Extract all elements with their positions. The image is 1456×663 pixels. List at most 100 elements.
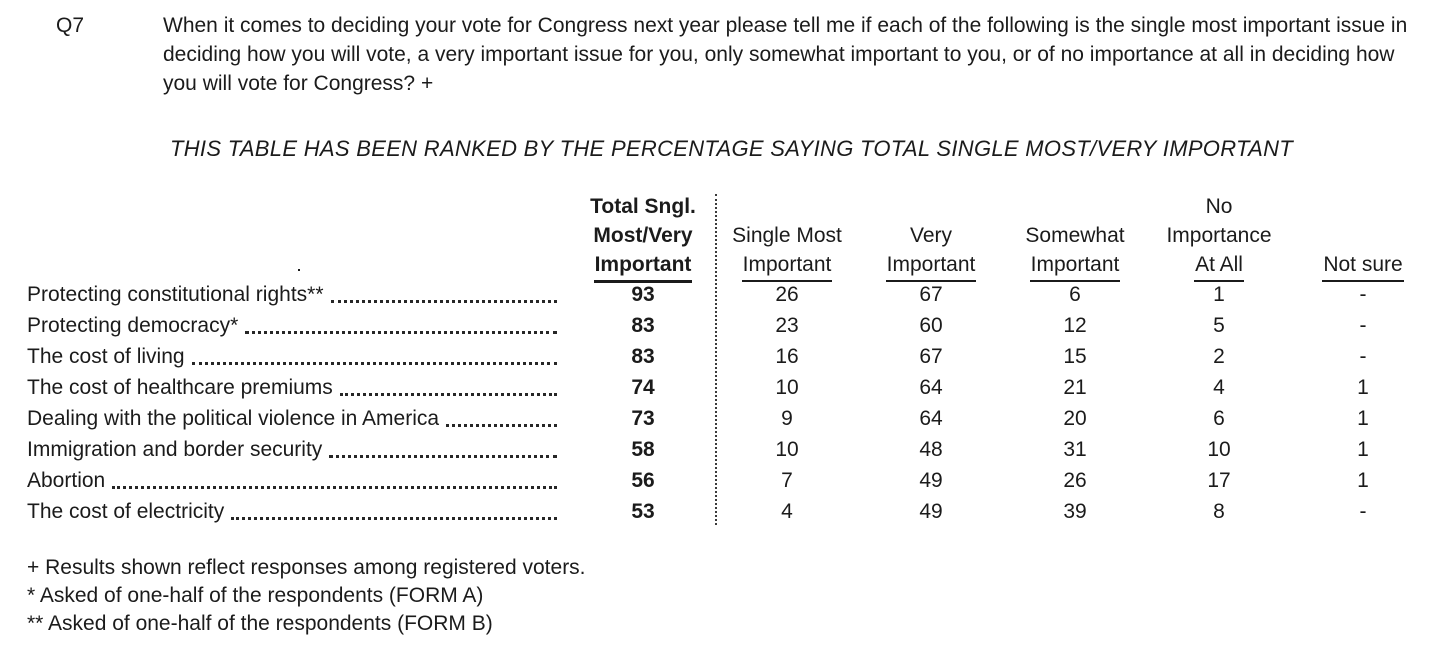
cell-somewhat-important: 15 (1063, 345, 1087, 368)
cell-total-single-most-very-important: 53 (631, 500, 655, 523)
cell-no-importance-at-all: 1 (1213, 283, 1225, 306)
column-header-line-bottom (27, 250, 571, 279)
cell-very-important: 67 (919, 283, 943, 306)
cell-single-most-important: 9 (781, 407, 793, 430)
column-header-underlined-label: At All (1194, 250, 1244, 282)
column-header-underlined-label: Important (1029, 250, 1121, 282)
row-label: Dealing with the political violence in A… (27, 407, 440, 430)
cell-single-most-important: 23 (775, 314, 799, 337)
cell-somewhat-important: 21 (1063, 376, 1087, 399)
cell-single-most-important: 26 (775, 283, 799, 306)
row-label: The cost of healthcare premiums (27, 376, 333, 399)
cell-not-sure: 1 (1357, 407, 1369, 430)
cell-single-most-important: 10 (775, 438, 799, 461)
table-row: The cost of electricity 53 4 49 39 8 - (27, 496, 1436, 527)
column-header: Somewhat Important (1003, 192, 1147, 282)
cell-single-most-important: 16 (775, 345, 799, 368)
row-label-cell: The cost of healthcare premiums (27, 372, 571, 403)
table-row: Abortion 56 7 49 26 17 1 (27, 465, 1436, 496)
cell-not-sure: - (1359, 500, 1367, 523)
footnote-line: * Asked of one-half of the respondents (… (27, 584, 484, 607)
column-header-line-bottom: Important (859, 250, 1003, 282)
cell-not-sure: - (1359, 283, 1367, 306)
row-label: Protecting constitutional rights** (27, 283, 324, 306)
results-table: Total Sngl. Most/Very Important Single M… (27, 192, 1436, 527)
column-header: Single Most Important (715, 192, 859, 282)
column-header-line-mid (27, 221, 571, 250)
cell-no-importance-at-all: 5 (1213, 314, 1225, 337)
column-header-underlined-label: Important (593, 250, 693, 283)
cell-somewhat-important: 12 (1063, 314, 1087, 337)
column-header-line-top (715, 192, 859, 221)
footnote-line: ** Asked of one-half of the respondents … (27, 612, 493, 635)
column-header-line-bottom: At All (1147, 250, 1291, 282)
survey-results-page: Q7 When it comes to deciding your vote f… (27, 11, 1436, 638)
table-row: Dealing with the political violence in A… (27, 403, 1436, 434)
row-label: The cost of living (27, 345, 185, 368)
column-header-line-mid: Single Most (732, 224, 842, 247)
cell-single-most-important: 4 (781, 500, 793, 523)
question-block: Q7 When it comes to deciding your vote f… (56, 11, 1436, 98)
column-header-line-mid (1291, 221, 1435, 250)
row-label-cell: Protecting constitutional rights** (27, 279, 571, 310)
cell-total-single-most-very-important: 83 (631, 314, 655, 337)
cell-somewhat-important: 20 (1063, 407, 1087, 430)
table-row: The cost of living 83 16 67 15 2 - (27, 341, 1436, 372)
dot-leader (329, 455, 557, 458)
row-label: Protecting democracy* (27, 314, 239, 337)
footnotes: + Results shown reflect responses among … (27, 554, 1436, 638)
column-header-underlined-label: Important (741, 250, 833, 282)
question-number: Q7 (56, 14, 85, 37)
column-header-line-bottom: Not sure (1291, 250, 1435, 282)
column-header-underlined-label (298, 268, 300, 271)
column-header-line-mid: Importance (1166, 224, 1272, 247)
column-header-line-top: No (1205, 195, 1233, 218)
cell-somewhat-important: 6 (1069, 283, 1081, 306)
column-header-line-top (1003, 192, 1147, 221)
column-header-line-mid: Very (909, 224, 953, 247)
cell-total-single-most-very-important: 74 (631, 376, 655, 399)
column-divider-dotted-line (715, 194, 717, 525)
row-label: Immigration and border security (27, 438, 323, 461)
column-header-line-top (859, 192, 1003, 221)
cell-single-most-important: 7 (781, 469, 793, 492)
cell-very-important: 60 (919, 314, 943, 337)
cell-somewhat-important: 31 (1063, 438, 1087, 461)
dot-leader (112, 486, 557, 489)
table-row: Protecting democracy* 83 23 60 12 5 - (27, 310, 1436, 341)
row-label: Abortion (27, 469, 106, 492)
column-header: Not sure (1291, 192, 1435, 282)
column-header: No Importance At All (1147, 192, 1291, 282)
cell-not-sure: 1 (1357, 376, 1369, 399)
cell-total-single-most-very-important: 93 (631, 283, 655, 306)
dot-leader (191, 362, 557, 365)
dot-leader (339, 393, 557, 396)
column-header-underlined-label: Not sure (1322, 250, 1404, 282)
row-label-cell: The cost of living (27, 341, 571, 372)
dot-leader (330, 300, 557, 303)
table-row: Protecting constitutional rights** 93 26… (27, 279, 1436, 310)
cell-total-single-most-very-important: 83 (631, 345, 655, 368)
cell-very-important: 49 (919, 469, 943, 492)
column-header-line-top: Total Sngl. (590, 195, 696, 218)
question-text: When it comes to deciding your vote for … (163, 14, 1408, 95)
column-header-line-top (1291, 192, 1435, 221)
table-row: Immigration and border security 58 10 48… (27, 434, 1436, 465)
column-header-line-bottom: Important (1003, 250, 1147, 282)
cell-not-sure: 1 (1357, 438, 1369, 461)
row-label: The cost of electricity (27, 500, 225, 523)
row-label-cell: Immigration and border security (27, 434, 571, 465)
table-body: Protecting constitutional rights** 93 26… (27, 279, 1436, 527)
column-header-line-mid: Most/Very (593, 224, 693, 247)
cell-very-important: 64 (919, 407, 943, 430)
cell-no-importance-at-all: 2 (1213, 345, 1225, 368)
cell-total-single-most-very-important: 58 (631, 438, 655, 461)
row-label-cell: The cost of electricity (27, 496, 571, 527)
column-header: Total Sngl. Most/Very Important (571, 192, 715, 283)
dot-leader (245, 331, 557, 334)
cell-single-most-important: 10 (775, 376, 799, 399)
cell-no-importance-at-all: 8 (1213, 500, 1225, 523)
cell-very-important: 49 (919, 500, 943, 523)
cell-very-important: 67 (919, 345, 943, 368)
cell-total-single-most-very-important: 56 (631, 469, 655, 492)
